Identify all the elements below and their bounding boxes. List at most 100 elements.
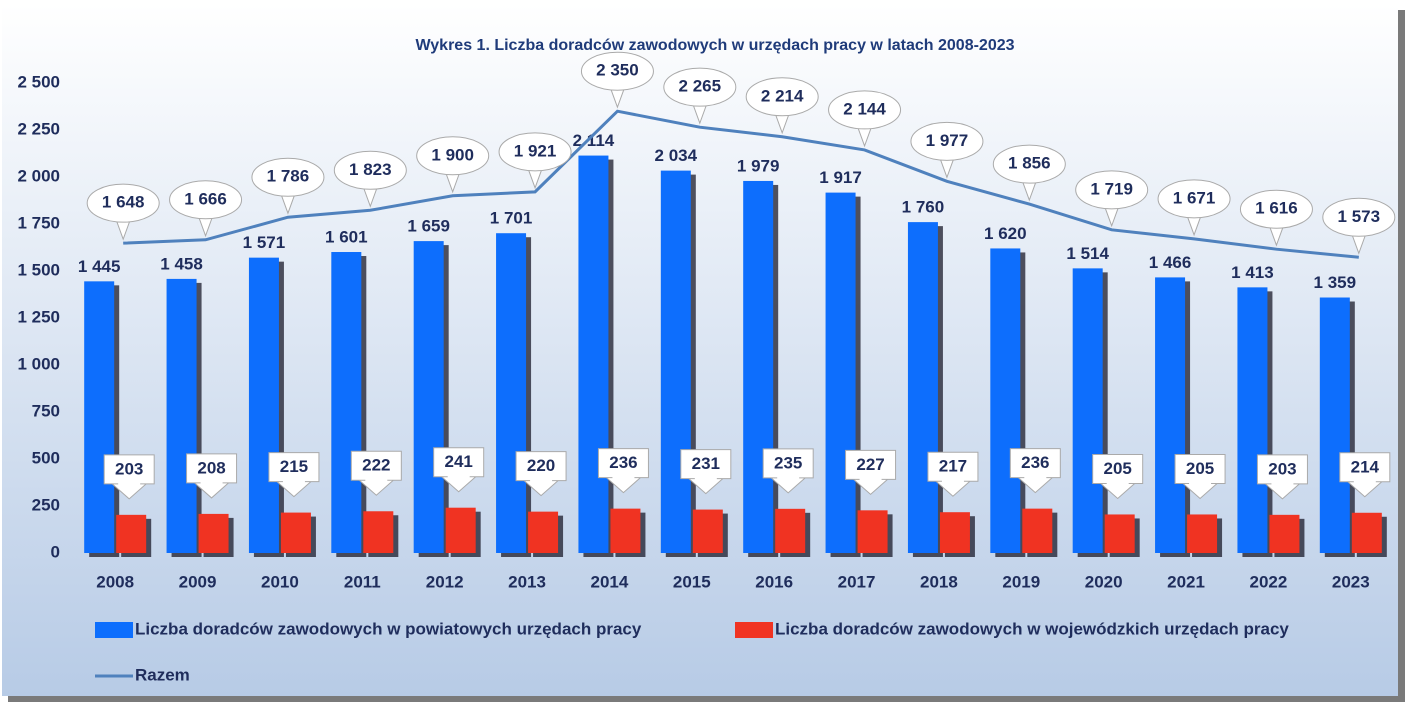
data-label: 1 917 — [819, 168, 862, 187]
bar — [363, 511, 394, 553]
bar — [248, 257, 279, 553]
x-tick-label: 2008 — [96, 572, 134, 591]
callout — [745, 77, 819, 117]
callout — [1256, 454, 1308, 500]
x-tick-label: 2015 — [673, 572, 711, 591]
line — [123, 109, 1359, 259]
data-label: 1 573 — [1338, 207, 1381, 226]
bar — [1187, 514, 1218, 553]
data-label: 1 616 — [1255, 199, 1298, 218]
data-label: 217 — [939, 457, 967, 476]
data-label: 231 — [692, 454, 720, 473]
callout — [86, 183, 160, 223]
legend-swatch — [735, 622, 773, 638]
bar — [1104, 514, 1135, 553]
data-label: 2 265 — [679, 77, 722, 96]
bar — [1155, 277, 1186, 553]
bar — [610, 508, 641, 553]
data-label: 1 659 — [407, 217, 450, 236]
data-label: 1 977 — [926, 131, 969, 150]
legend-label: Liczba doradców zawodowych w powiatowych… — [135, 619, 642, 638]
bar — [939, 512, 970, 553]
bar — [825, 192, 856, 553]
x-tick-label: 2023 — [1332, 572, 1370, 591]
y-tick-label: 1 000 — [17, 354, 60, 373]
data-label: 1 458 — [160, 254, 203, 273]
x-tick-label: 2011 — [344, 572, 381, 591]
y-tick-label: 1 250 — [17, 307, 60, 326]
callout — [580, 51, 654, 91]
bar — [496, 233, 527, 553]
data-label: 1 760 — [902, 198, 945, 217]
x-tick-label: 2012 — [426, 572, 464, 591]
data-label: 1 514 — [1066, 244, 1109, 263]
bar — [660, 170, 691, 553]
callout — [186, 453, 238, 499]
callout — [992, 144, 1066, 184]
callout — [1157, 179, 1231, 219]
bar — [331, 252, 362, 553]
chart-title: Wykres 1. Liczba doradców zawodowych w u… — [415, 37, 1014, 54]
data-label: 222 — [362, 456, 390, 475]
bar — [692, 509, 723, 553]
data-label: 1 620 — [984, 224, 1027, 243]
x-tick-label: 2022 — [1250, 572, 1288, 591]
data-label: 1 856 — [1008, 154, 1051, 173]
callout — [433, 447, 485, 493]
callout — [910, 121, 984, 161]
callout — [350, 450, 402, 496]
data-label: 203 — [115, 459, 143, 478]
y-tick-label: 2 000 — [17, 166, 60, 185]
x-tick-label: 2017 — [838, 572, 876, 591]
callout — [498, 132, 572, 172]
data-label: 1 786 — [267, 167, 310, 186]
callout — [845, 449, 897, 495]
callout — [680, 449, 732, 495]
data-label: 241 — [445, 452, 473, 471]
callout — [416, 136, 490, 176]
bar — [445, 507, 476, 553]
data-label: 1 671 — [1173, 188, 1216, 207]
y-tick-label: 1 750 — [17, 213, 60, 232]
bar — [1319, 297, 1350, 553]
x-tick-label: 2014 — [591, 572, 629, 591]
bar — [84, 281, 115, 553]
data-label: 1 666 — [184, 189, 227, 208]
bar — [166, 278, 197, 553]
y-tick-label: 2 500 — [17, 72, 60, 91]
callout — [1009, 448, 1061, 494]
bar — [413, 241, 444, 553]
data-label: 236 — [1021, 453, 1049, 472]
callout — [103, 454, 155, 500]
bar — [280, 512, 311, 553]
callout — [169, 180, 243, 220]
bar — [907, 222, 938, 553]
data-label: 1 979 — [737, 156, 780, 175]
bar — [1237, 287, 1268, 553]
data-label: 235 — [774, 453, 802, 472]
bar — [1072, 268, 1103, 553]
bar — [775, 508, 806, 553]
data-label: 1 921 — [514, 141, 557, 160]
callout — [333, 150, 407, 190]
data-label: 1 413 — [1231, 263, 1274, 282]
x-tick-label: 2020 — [1085, 572, 1123, 591]
data-label: 1 445 — [78, 257, 121, 276]
data-label: 1 466 — [1149, 253, 1192, 272]
legend-swatch — [95, 622, 133, 638]
data-label: 220 — [527, 456, 555, 475]
data-label: 2 214 — [761, 86, 804, 105]
callout — [1322, 197, 1396, 237]
bar — [528, 511, 559, 553]
data-label: 1 571 — [243, 233, 286, 252]
data-label: 205 — [1104, 459, 1132, 478]
data-label: 214 — [1351, 457, 1380, 476]
y-tick-label: 250 — [32, 495, 60, 514]
bar — [198, 513, 229, 553]
data-label: 1 648 — [102, 193, 145, 212]
data-label: 2 144 — [843, 99, 886, 118]
bar — [1351, 512, 1382, 553]
x-tick-label: 2019 — [1002, 572, 1040, 591]
callout — [597, 448, 649, 494]
